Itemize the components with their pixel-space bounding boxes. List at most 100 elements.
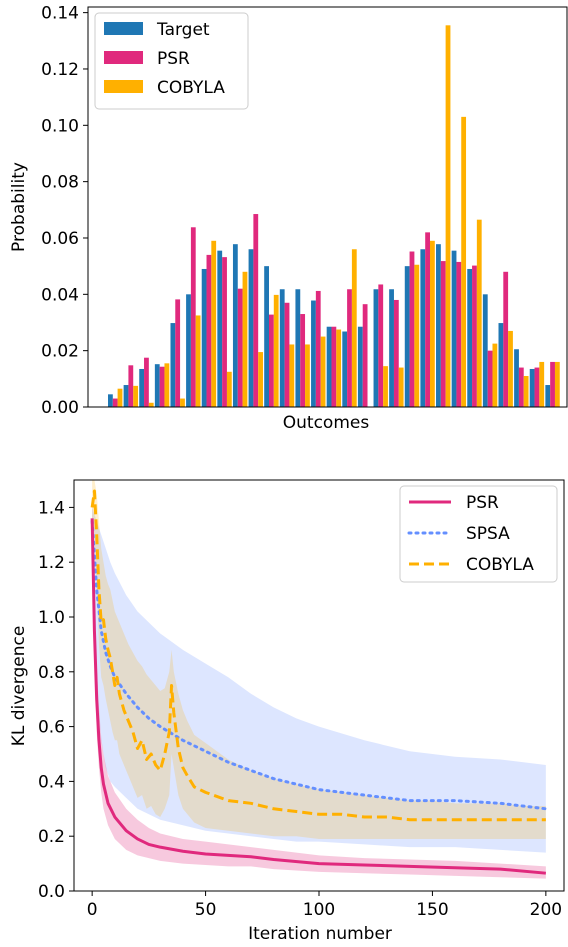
y-tick-label: 0.6	[38, 718, 65, 738]
bar-psr	[144, 357, 149, 407]
bar-target	[498, 323, 504, 407]
bar-psr	[175, 299, 181, 407]
y-tick-label: 0.04	[41, 285, 79, 305]
bar-psr	[300, 314, 306, 407]
band-cobyla	[92, 480, 546, 839]
legend-label-spsa: SPSA	[466, 524, 510, 544]
bar-target	[514, 349, 519, 407]
y-axis-label: Probability	[9, 162, 29, 252]
bar-cobyla	[398, 367, 404, 407]
bar-psr	[487, 350, 493, 407]
bar-psr	[331, 326, 337, 407]
bar-cobyla	[320, 336, 326, 407]
bar-target	[123, 385, 129, 407]
plot-area	[90, 480, 548, 879]
bar-cobyla	[539, 361, 545, 407]
bar-psr	[190, 227, 196, 407]
bar-psr	[534, 367, 540, 407]
bar-target	[436, 244, 441, 407]
line-spsa	[90, 519, 548, 811]
bar-cobyla	[430, 240, 435, 407]
bar-target	[264, 266, 269, 407]
line-cobyla	[90, 489, 546, 822]
bar-target	[451, 250, 457, 407]
y-tick-label: 0.00	[41, 398, 79, 418]
bar-psr	[393, 299, 399, 407]
legend-label-cobyla: COBYLA	[157, 78, 225, 98]
bar-psr	[440, 261, 446, 407]
bar-target	[279, 289, 285, 407]
bar-target	[420, 249, 426, 407]
legend-swatch-cobyla	[104, 80, 143, 93]
y-tick-label: 0.06	[41, 229, 79, 249]
y-tick-label: 1.2	[38, 553, 65, 573]
bar-psr	[362, 304, 368, 407]
x-axis-label: Outcomes	[283, 413, 370, 433]
bar-target	[389, 289, 394, 407]
legend-frame	[399, 485, 558, 583]
bar-psr	[456, 261, 462, 407]
legend-swatch-psr	[104, 51, 143, 64]
bar-target	[248, 249, 254, 407]
x-tick-label: 150	[416, 900, 448, 920]
bar-target	[201, 268, 207, 407]
bar-cobyla	[148, 402, 154, 407]
bar-psr	[253, 214, 259, 407]
bar-psr	[472, 265, 477, 407]
bar-psr	[128, 365, 134, 407]
bar-psr	[378, 284, 384, 407]
x-tick-label: 50	[195, 900, 217, 920]
bar-target	[482, 294, 488, 407]
bar-cobyla	[476, 219, 482, 407]
bar-cobyla	[305, 344, 310, 407]
bar-psr	[409, 251, 415, 407]
bar-cobyla	[195, 315, 201, 407]
y-tick-label: 0.0	[38, 882, 65, 902]
bar-target	[529, 368, 535, 407]
bar-cobyla	[383, 366, 388, 407]
bar-target	[186, 294, 191, 407]
bar-target	[404, 266, 410, 407]
bar-target	[139, 368, 145, 407]
bar-target	[545, 385, 551, 407]
bar-cobyla	[117, 388, 123, 407]
x-tick-label: 0	[87, 900, 98, 920]
bar-psr	[347, 289, 352, 407]
y-tick-label: 0.02	[41, 342, 79, 362]
line-psr	[90, 518, 546, 875]
bar-cobyla	[414, 264, 420, 407]
x-tick-label: 100	[303, 900, 335, 920]
bar-target	[342, 331, 348, 407]
y-tick-label: 0.08	[41, 173, 79, 193]
bar-psr	[550, 361, 555, 407]
bar-cobyla	[523, 376, 529, 407]
bar-target	[311, 300, 316, 407]
bar-target	[326, 326, 332, 407]
bar-cobyla	[492, 343, 498, 407]
y-axis-label: KL divergence	[9, 626, 29, 747]
y-tick-label: 0.2	[38, 827, 65, 847]
x-tick-label: 200	[530, 900, 562, 920]
bar-group	[108, 25, 560, 407]
legend-label-psr: PSR	[157, 49, 190, 69]
bar-psr	[284, 302, 290, 407]
legend-label-target: Target	[156, 20, 210, 40]
band-spsa	[92, 507, 546, 853]
bar-psr	[425, 232, 430, 407]
line-chart-kl-divergence: 0.0 0.2 0.4 0.6 0.8 1.0 1.2 1.4 0 50 100 150 200 Iter…	[9, 479, 565, 944]
bar-chart-outcome-probabilities: 0.00 0.02 0.04 0.06 0.08 0.10 0.12 0.14 Outcomes…	[9, 4, 568, 433]
bar-target	[373, 289, 379, 407]
bar-psr	[237, 288, 243, 407]
y-tick-label: 0.10	[41, 116, 79, 136]
bar-target	[217, 250, 223, 407]
bar-psr	[206, 254, 212, 407]
bar-target	[170, 323, 176, 407]
bar-cobyla	[289, 344, 295, 407]
bar-target	[467, 268, 473, 407]
bar-cobyla	[242, 271, 248, 407]
bar-cobyla	[508, 330, 513, 407]
bar-cobyla	[273, 294, 279, 407]
bar-psr	[315, 290, 321, 407]
